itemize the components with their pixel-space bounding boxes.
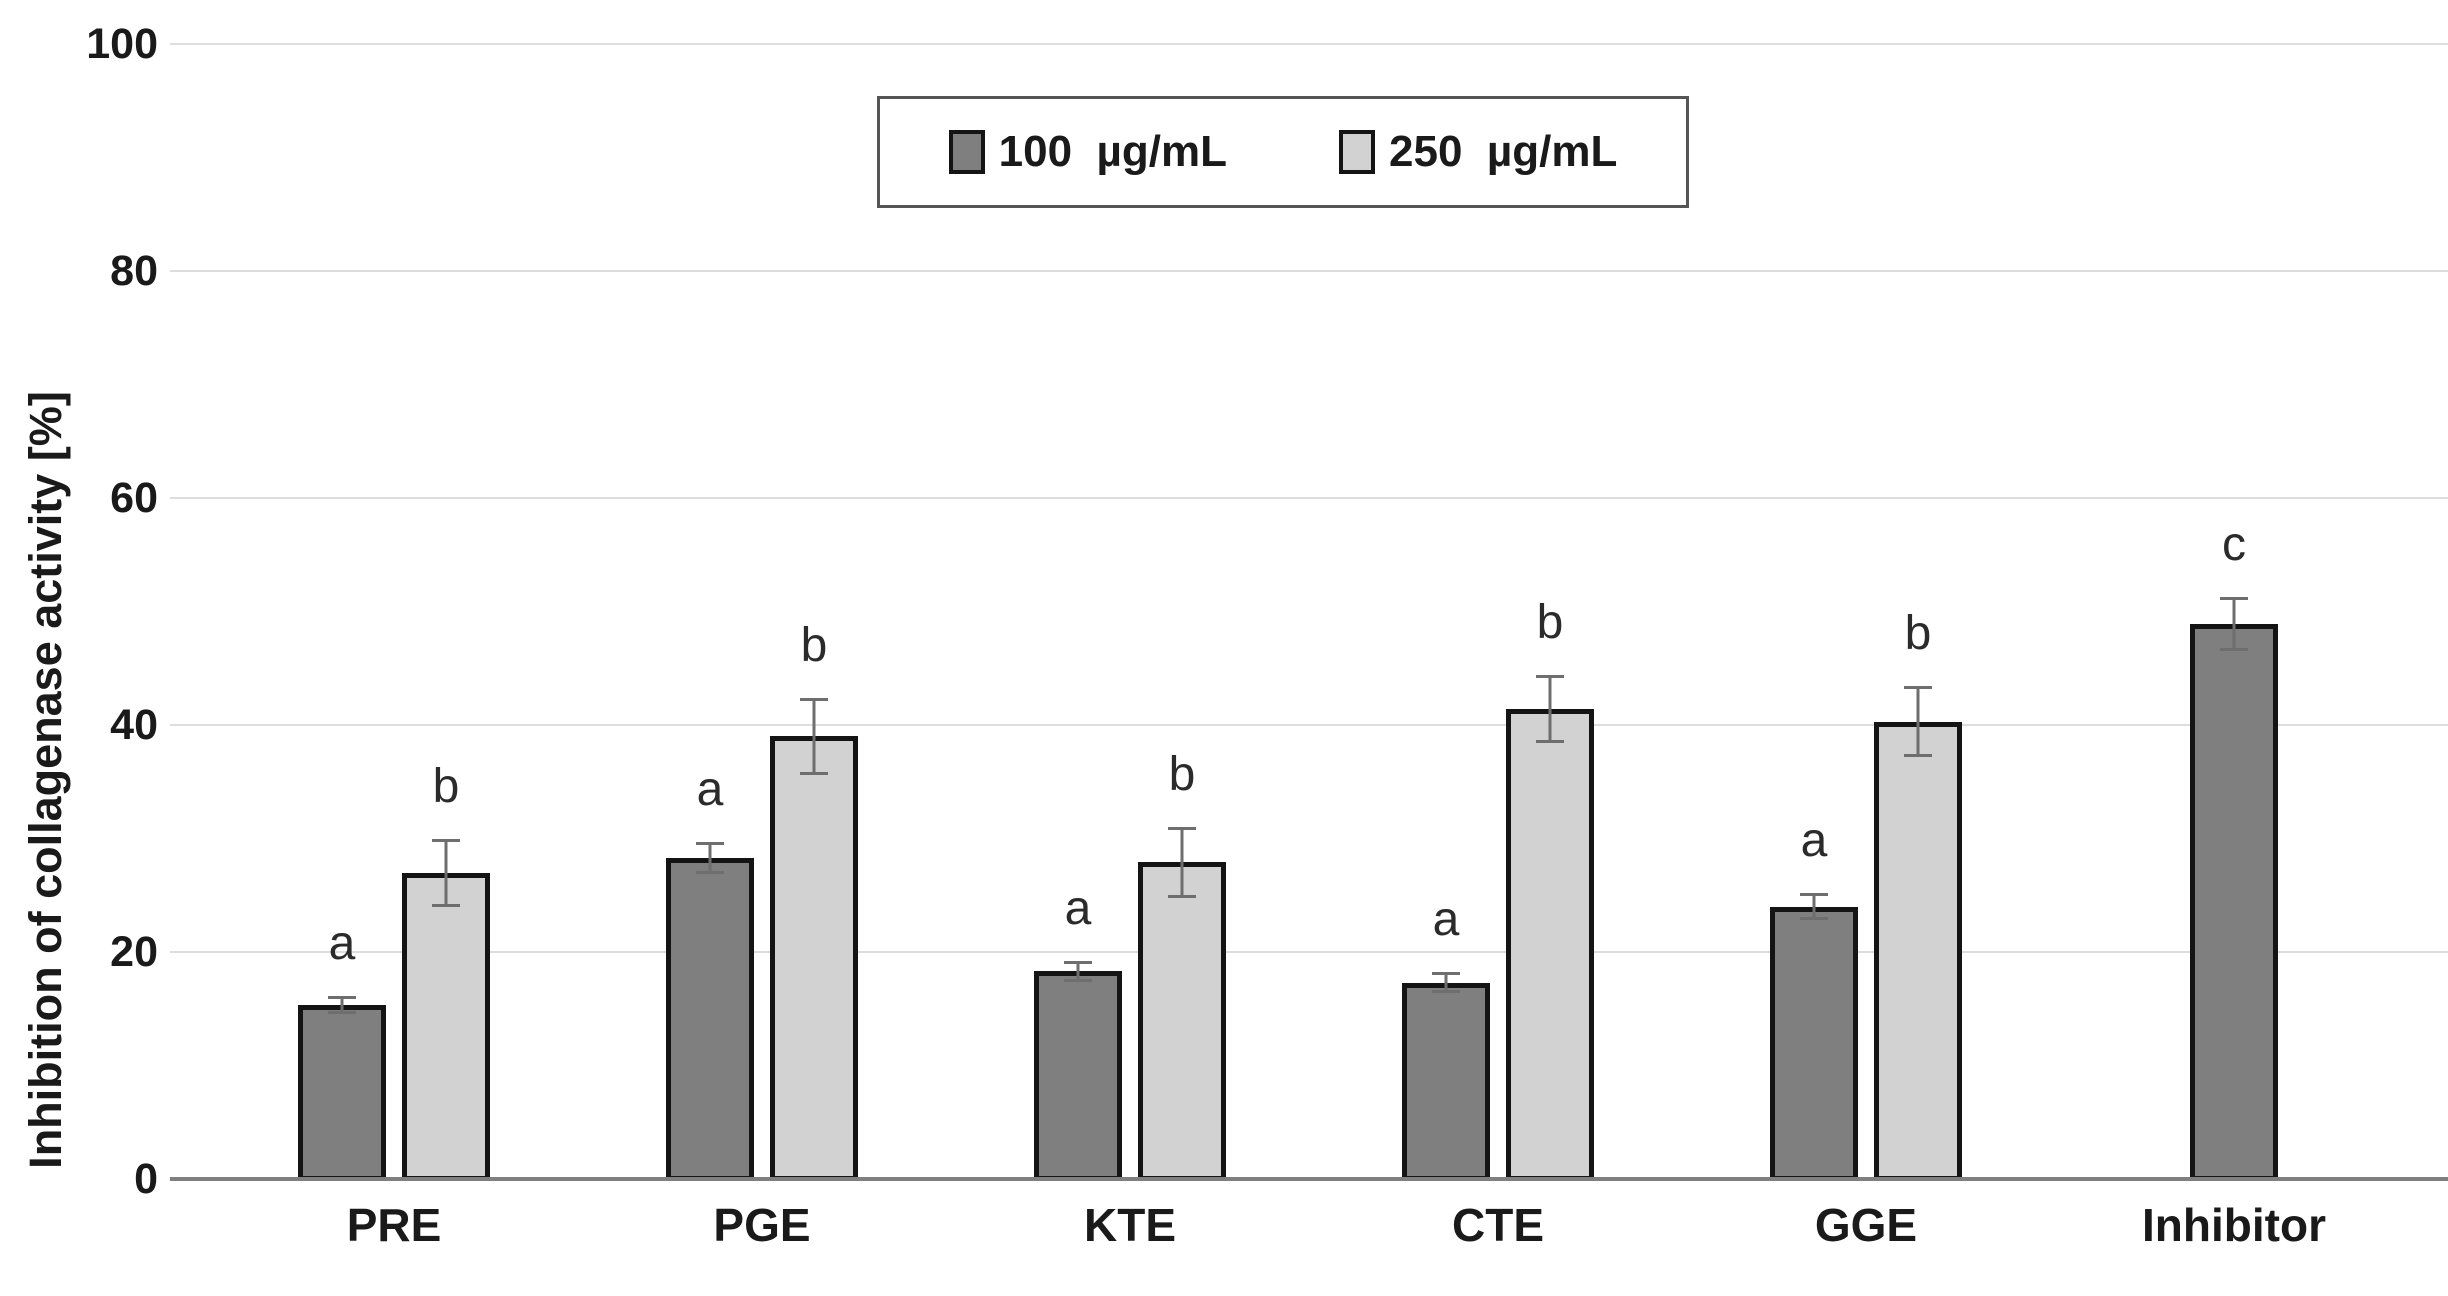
error-bar-part <box>1548 675 1552 743</box>
bar-pge-100ugml <box>666 858 754 1181</box>
error-bar-part <box>340 996 344 1014</box>
legend-entry: 250 µg/mL <box>1339 127 1617 177</box>
error-bar-part <box>1812 893 1816 920</box>
error-bar-part <box>1064 979 1092 982</box>
error-bar-part <box>1168 895 1196 898</box>
error-bar-part <box>1168 827 1196 830</box>
error-bar-part <box>1916 686 1920 757</box>
significance-letter-b: b <box>1904 607 1932 660</box>
gridline-100 <box>170 43 2448 45</box>
error-bar-part <box>444 839 448 907</box>
significance-letter-a: a <box>1432 893 1460 946</box>
significance-letter-b: b <box>800 619 828 672</box>
error-bar-gge <box>1904 686 1932 757</box>
bar-cte-100ugml <box>1402 983 1490 1181</box>
error-bar-part <box>432 839 460 842</box>
error-bar-part <box>1800 917 1828 920</box>
bar-pge-250ugml <box>770 736 858 1181</box>
error-bar-part <box>812 698 816 775</box>
bar-pre-250ugml <box>402 873 490 1181</box>
error-bar-part <box>1076 961 1080 982</box>
gridline-40 <box>170 724 2448 726</box>
error-bar-pre <box>432 839 460 907</box>
error-bar-part <box>696 842 724 845</box>
y-tick-label-60: 60 <box>110 474 158 522</box>
bar-inhibitor-100ugml <box>2190 624 2278 1181</box>
significance-letter-c: c <box>2222 518 2246 571</box>
legend-swatch-icon <box>948 130 985 174</box>
significance-letter-a: a <box>696 763 724 816</box>
error-bar-part <box>2220 648 2248 651</box>
category-label-kte: KTE <box>1084 1199 1176 1251</box>
legend-entry: 100 µg/mL <box>948 127 1227 177</box>
error-bar-part <box>708 842 712 874</box>
gridline-60 <box>170 497 2448 499</box>
error-bar-part <box>432 904 460 907</box>
error-bar-pge <box>696 842 724 874</box>
error-bar-part <box>328 996 356 999</box>
error-bar-part <box>1064 961 1092 964</box>
y-tick-label-40: 40 <box>110 701 158 749</box>
y-tick-label-20: 20 <box>110 928 158 976</box>
error-bar-part <box>1180 827 1184 898</box>
bar-gge-100ugml <box>1770 907 1858 1181</box>
legend-box: 100 µg/mL 250 µg/mL <box>877 96 1689 208</box>
x-axis-line <box>170 1177 2448 1181</box>
gridline-80 <box>170 270 2448 272</box>
category-label-pre: PRE <box>346 1199 442 1251</box>
error-bar-gge <box>1800 893 1828 920</box>
bar-cte-250ugml <box>1506 709 1594 1181</box>
error-bar-part <box>1536 675 1564 678</box>
y-tick-label-100: 100 <box>86 20 158 68</box>
error-bar-inhibitor <box>2220 597 2248 651</box>
bar-kte-100ugml <box>1034 971 1122 1181</box>
error-bar-cte <box>1536 675 1564 743</box>
y-tick-label-0: 0 <box>134 1155 158 1203</box>
bar-gge-250ugml <box>1874 722 1962 1181</box>
error-bar-part <box>1800 893 1828 896</box>
category-label-cte: CTE <box>1452 1199 1544 1251</box>
error-bar-part <box>2220 597 2248 600</box>
error-bar-part <box>328 1011 356 1014</box>
significance-letter-b: b <box>432 760 460 813</box>
error-bar-kte <box>1064 961 1092 982</box>
legend-label: 250 µg/mL <box>1389 127 1618 176</box>
bar-kte-250ugml <box>1138 862 1226 1181</box>
category-label-pge: PGE <box>713 1199 811 1251</box>
error-bar-part <box>1904 686 1932 689</box>
category-label-inhibitor: Inhibitor <box>2142 1199 2326 1251</box>
significance-letter-a: a <box>328 917 356 970</box>
error-bar-kte <box>1168 827 1196 898</box>
significance-letter-b: b <box>1168 748 1196 801</box>
bar-pre-100ugml <box>298 1005 386 1181</box>
error-bar-part <box>800 698 828 701</box>
error-bar-pre <box>328 996 356 1014</box>
error-bar-part <box>2232 597 2236 651</box>
error-bar-part <box>1536 740 1564 743</box>
gridline-20 <box>170 951 2448 953</box>
error-bar-part <box>800 772 828 775</box>
significance-letter-b: b <box>1536 596 1564 649</box>
significance-letter-a: a <box>1800 814 1828 867</box>
y-tick-label-80: 80 <box>110 247 158 295</box>
legend-label: 100 µg/mL <box>998 127 1227 176</box>
error-bar-part <box>696 871 724 874</box>
error-bar-pge <box>800 698 828 775</box>
error-bar-part <box>1432 972 1460 975</box>
legend-swatch-icon <box>1339 130 1375 174</box>
category-label-gge: GGE <box>1814 1199 1918 1251</box>
significance-letter-a: a <box>1064 882 1092 935</box>
error-bar-cte <box>1432 972 1460 993</box>
error-bar-part <box>1904 754 1932 757</box>
error-bar-part <box>1444 972 1448 993</box>
error-bar-part <box>1432 990 1460 993</box>
